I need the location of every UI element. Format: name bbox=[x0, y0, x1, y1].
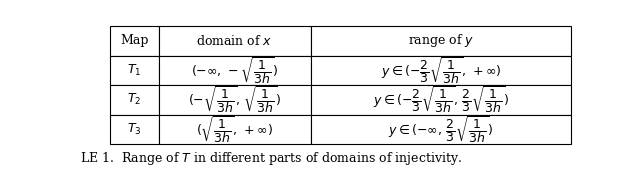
Text: LE 1.  Range of $T$ in different parts of domains of injectivity.: LE 1. Range of $T$ in different parts of… bbox=[80, 150, 462, 167]
